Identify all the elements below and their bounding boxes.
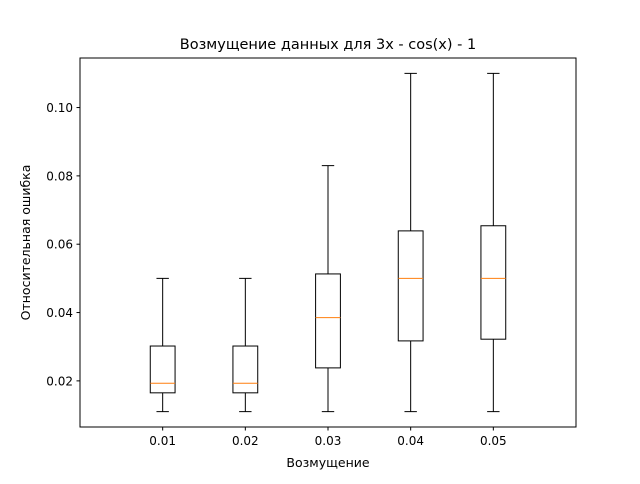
x-tick-label: 0.02 [232,434,259,448]
x-tick-label: 0.04 [397,434,424,448]
y-tick-label: 0.10 [46,101,73,115]
y-axis-label: Относительная ошибка [18,165,33,321]
chart-title: Возмущение данных для 3x - cos(x) - 1 [180,37,476,53]
x-tick-label: 0.03 [315,434,342,448]
x-tick-label: 0.05 [480,434,507,448]
x-axis-label: Возмущение [286,455,369,470]
y-tick-label: 0.06 [46,238,73,252]
y-tick-label: 0.02 [46,374,73,388]
y-tick-label: 0.08 [46,169,73,183]
y-tick-label: 0.04 [46,306,73,320]
x-tick-label: 0.01 [149,434,176,448]
